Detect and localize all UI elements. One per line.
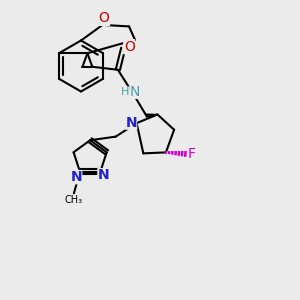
Text: O: O bbox=[99, 11, 110, 25]
Text: N: N bbox=[98, 168, 109, 182]
Text: F: F bbox=[188, 147, 196, 161]
Text: O: O bbox=[124, 40, 135, 54]
Text: CH₃: CH₃ bbox=[64, 195, 83, 205]
Text: N: N bbox=[125, 116, 137, 130]
Polygon shape bbox=[146, 114, 158, 117]
Text: H: H bbox=[121, 87, 130, 97]
Text: N: N bbox=[130, 85, 140, 99]
Text: N: N bbox=[70, 170, 82, 184]
